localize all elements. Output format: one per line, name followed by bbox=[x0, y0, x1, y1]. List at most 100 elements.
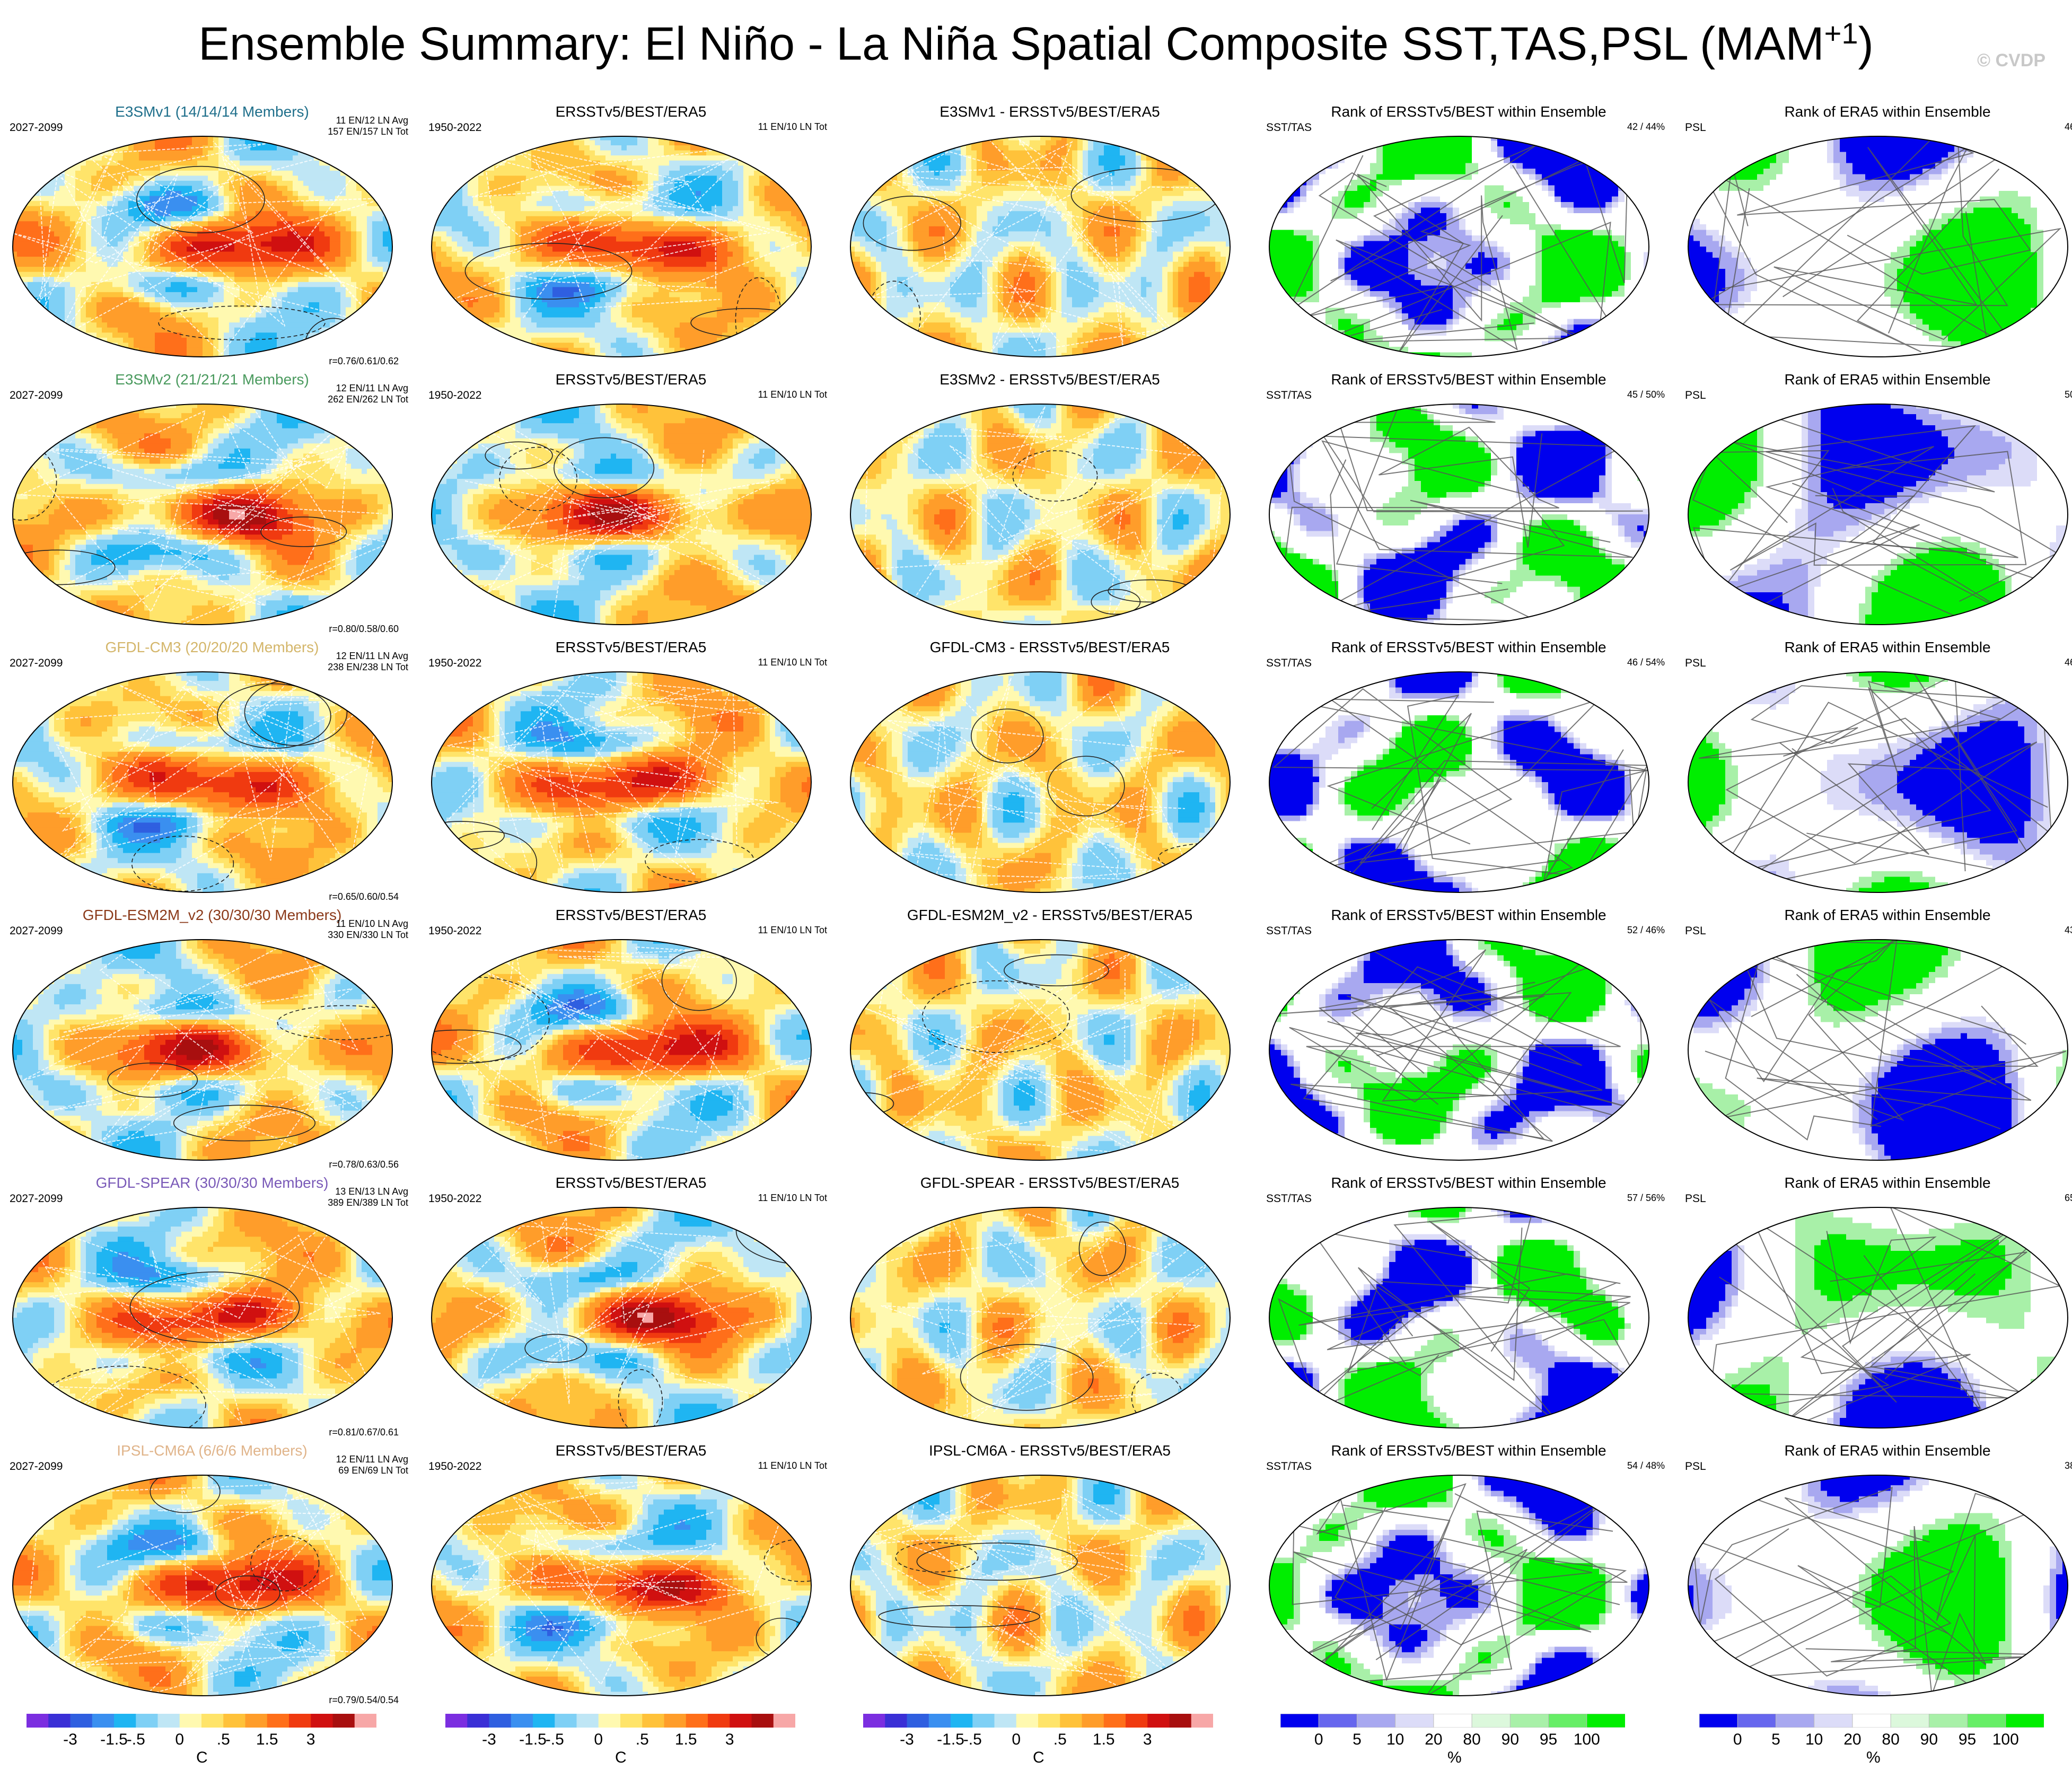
colorbar-swatch bbox=[1191, 1714, 1213, 1728]
map-panel-rank: Rank of ERSSTv5/BEST within Ensemble SST/… bbox=[1262, 103, 1675, 371]
panel-title: ERSSTv5/BEST/ERA5 bbox=[424, 1442, 838, 1459]
colorbar-swatch bbox=[201, 1714, 224, 1728]
colorbar-tick-label: -1.5 bbox=[519, 1731, 547, 1749]
colorbar-tick-label: -.5 bbox=[963, 1731, 982, 1749]
colorbar-rank: 0 5 10 20 80 90 95 100% bbox=[1280, 1714, 1625, 1730]
map-panel-obs: ERSSTv5/BEST/ERA5 1950-2022 11 EN/10 LN To… bbox=[424, 1175, 838, 1442]
rank-percent: 43% bbox=[2065, 925, 2072, 936]
colorbar-swatch bbox=[686, 1714, 708, 1728]
title-text: Ensemble Summary: El Niño - La Niña Spat… bbox=[198, 17, 1824, 69]
colorbar-swatch bbox=[267, 1714, 289, 1728]
colorbar-swatch bbox=[1126, 1714, 1148, 1728]
colorbar-swatch bbox=[158, 1714, 180, 1728]
colorbar-swatch bbox=[2006, 1714, 2044, 1728]
map-panel-model: E3SMv1 (14/14/14 Members) 2027-2099 11 EN/… bbox=[5, 103, 419, 371]
panel-title: Rank of ERA5 within Ensemble bbox=[1681, 639, 2072, 656]
panel-title: E3SMv2 - ERSSTv5/BEST/ERA5 bbox=[843, 371, 1257, 388]
colorbar-swatch bbox=[1038, 1714, 1060, 1728]
colorbar-swatch bbox=[245, 1714, 268, 1728]
event-counts: 11 EN/10 LN Avg 330 EN/330 LN Tot bbox=[328, 918, 408, 941]
colorbar-tick-label: 80 bbox=[1882, 1731, 1899, 1749]
colorbar-tick-label: -1.5 bbox=[100, 1731, 128, 1749]
panel-title: ERSSTv5/BEST/ERA5 bbox=[424, 639, 838, 656]
colorbar-swatch bbox=[1737, 1714, 1776, 1728]
event-count-avg: 11 EN/10 LN Avg bbox=[328, 918, 408, 930]
colorbar-swatch bbox=[1280, 1714, 1319, 1728]
title-superscript: +1 bbox=[1824, 16, 1858, 50]
global-map bbox=[12, 1206, 393, 1429]
colorbar-tick-label: .5 bbox=[1053, 1731, 1067, 1749]
event-counts: 11 EN/10 LN Tot bbox=[758, 925, 827, 936]
map-panel-model: GFDL-ESM2M_v2 (30/30/30 Members) 2027-209… bbox=[5, 907, 419, 1175]
global-map bbox=[431, 939, 812, 1161]
colorbar-swatch bbox=[907, 1714, 929, 1728]
colorbar-swatch bbox=[929, 1714, 951, 1728]
event-counts: 11 EN/10 LN Tot bbox=[758, 121, 827, 133]
variable-label: SST/TAS bbox=[1266, 121, 1312, 134]
colorbar-unit: C bbox=[196, 1749, 208, 1767]
map-panel-diff: E3SMv2 - ERSSTv5/BEST/ERA5 bbox=[843, 371, 1257, 639]
colorbar-swatch bbox=[972, 1714, 995, 1728]
colorbar-tick-label: 80 bbox=[1463, 1731, 1480, 1749]
event-counts: 11 EN/10 LN Tot bbox=[758, 389, 827, 400]
variable-label: SST/TAS bbox=[1266, 389, 1312, 402]
colorbar-swatch bbox=[664, 1714, 687, 1728]
colorbar-swatch bbox=[1968, 1714, 2006, 1728]
global-map bbox=[1687, 1206, 2069, 1429]
panel-title: Rank of ERSSTv5/BEST within Ensemble bbox=[1262, 103, 1675, 120]
colorbar-swatch bbox=[1929, 1714, 1968, 1728]
global-map bbox=[1687, 671, 2069, 893]
colorbar-tick-label: 3 bbox=[1143, 1731, 1152, 1749]
colorbar-swatch bbox=[1852, 1714, 1891, 1728]
copyright-label: © CVDP bbox=[1977, 50, 2045, 71]
map-panel-rank: Rank of ERSSTv5/BEST within Ensemble SST/… bbox=[1262, 639, 1675, 907]
colorbar-swatch bbox=[1395, 1714, 1434, 1728]
colorbar-tick-label: 3 bbox=[725, 1731, 734, 1749]
colorbar-swatch bbox=[289, 1714, 311, 1728]
panel-title: Rank of ERA5 within Ensemble bbox=[1681, 103, 2072, 120]
rank-percent: 46% bbox=[2065, 657, 2072, 668]
panel-title: GFDL-ESM2M_v2 - ERSSTv5/BEST/ERA5 bbox=[843, 907, 1257, 924]
colorbar-swatch bbox=[467, 1714, 489, 1728]
global-map bbox=[1268, 671, 1650, 893]
map-panel-diff: E3SMv1 - ERSSTv5/BEST/ERA5 bbox=[843, 103, 1257, 371]
colorbar-swatch bbox=[577, 1714, 599, 1728]
colorbar-swatch bbox=[1357, 1714, 1395, 1728]
panel-title: Rank of ERA5 within Ensemble bbox=[1681, 1175, 2072, 1191]
colorbar-tick-label: 3 bbox=[306, 1731, 315, 1749]
panel-title: ERSSTv5/BEST/ERA5 bbox=[424, 1175, 838, 1191]
colorbar-swatch bbox=[620, 1714, 643, 1728]
global-map bbox=[1687, 403, 2069, 626]
colorbar-tick-label: 20 bbox=[1425, 1731, 1442, 1749]
map-panel-psl: Rank of ERA5 within EnsemblePSL43% bbox=[1681, 907, 2072, 1175]
map-panel-rank: Rank of ERSSTv5/BEST within Ensemble SST/… bbox=[1262, 371, 1675, 639]
variable-label: SST/TAS bbox=[1266, 1193, 1312, 1205]
colorbar-swatch bbox=[180, 1714, 202, 1728]
global-map bbox=[431, 403, 812, 626]
colorbar-swatch bbox=[708, 1714, 730, 1728]
colorbar-swatch bbox=[555, 1714, 577, 1728]
panel-title: Rank of ERSSTv5/BEST within Ensemble bbox=[1262, 907, 1675, 924]
map-panel-psl: Rank of ERA5 within EnsemblePSL65% bbox=[1681, 1175, 2072, 1442]
colorbar-swatch bbox=[1104, 1714, 1126, 1728]
variable-label: PSL bbox=[1685, 657, 1706, 670]
panel-title: GFDL-CM3 - ERSSTv5/BEST/ERA5 bbox=[843, 639, 1257, 656]
panel-title: Rank of ERSSTv5/BEST within Ensemble bbox=[1262, 371, 1675, 388]
panel-title: E3SMv1 - ERSSTv5/BEST/ERA5 bbox=[843, 103, 1257, 120]
map-panel-obs: ERSSTv5/BEST/ERA5 1950-2022 11 EN/10 LN To… bbox=[424, 907, 838, 1175]
colorbar-swatch bbox=[1434, 1714, 1472, 1728]
variable-label: SST/TAS bbox=[1266, 925, 1312, 937]
map-panel-model: GFDL-SPEAR (30/30/30 Members) 2027-2099 13… bbox=[5, 1175, 419, 1442]
event-counts: 12 EN/11 LN Avg 69 EN/69 LN Tot bbox=[336, 1454, 408, 1476]
global-map bbox=[1687, 939, 2069, 1161]
panel-title: Rank of ERA5 within Ensemble bbox=[1681, 371, 2072, 388]
colorbar-swatch bbox=[1814, 1714, 1853, 1728]
global-map bbox=[12, 671, 393, 893]
colorbar-tick-label: 20 bbox=[1843, 1731, 1861, 1749]
colorbar-swatches bbox=[1699, 1714, 2044, 1728]
colorbar-swatch bbox=[752, 1714, 774, 1728]
variable-label: PSL bbox=[1685, 389, 1706, 402]
map-panel-psl: Rank of ERA5 within EnsemblePSL46% bbox=[1681, 103, 2072, 371]
event-counts: 11 EN/10 LN Tot bbox=[758, 1193, 827, 1204]
